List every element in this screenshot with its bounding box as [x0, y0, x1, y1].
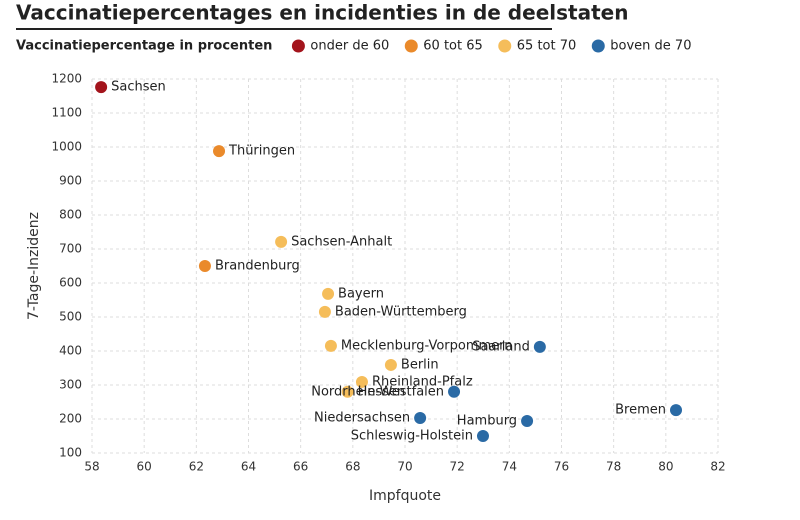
point: [355, 375, 368, 388]
chart-title: Vaccinatiepercentages en incidenties in …: [16, 1, 628, 25]
y-tick-label: 1100: [51, 106, 82, 120]
x-tick-label: 80: [658, 460, 673, 474]
point: [275, 235, 288, 248]
point-label: Sachsen-Anhalt: [291, 234, 392, 249]
legend-label: 60 tot 65: [423, 39, 483, 54]
point: [198, 260, 211, 272]
point: [95, 81, 108, 94]
x-tick-label: 78: [606, 460, 621, 474]
y-tick-label: 100: [59, 446, 82, 460]
x-tick-label: 82: [710, 460, 725, 474]
legend-title: Vaccinatiepercentage in procenten: [16, 39, 272, 54]
x-tick-label: 58: [84, 460, 99, 474]
x-axis-label: Impfquote: [369, 488, 441, 504]
x-tick-label: 60: [137, 460, 152, 474]
x-tick-label: 68: [345, 460, 360, 474]
legend-marker: [291, 39, 305, 53]
y-tick-label: 1200: [51, 72, 82, 86]
point: [521, 415, 534, 428]
point-label: Nordrhein-Westfalen: [311, 384, 444, 399]
x-tick-label: 62: [189, 460, 204, 474]
y-tick-label: 500: [59, 310, 82, 324]
point: [448, 385, 461, 398]
point-label: Thüringen: [228, 144, 295, 159]
y-tick-label: 700: [59, 242, 82, 256]
legend-marker: [404, 39, 418, 53]
y-tick-label: 1000: [51, 140, 82, 154]
x-tick-label: 74: [502, 460, 517, 474]
point: [318, 305, 331, 318]
y-tick-label: 200: [59, 412, 82, 426]
legend-label: 65 tot 70: [517, 39, 577, 54]
y-axis-label: 7-Tage-Inzidenz: [26, 212, 42, 320]
y-tick-label: 800: [59, 208, 82, 222]
x-tick-label: 76: [554, 460, 569, 474]
legend-marker: [498, 39, 512, 53]
point: [414, 411, 427, 424]
point-label: Saarland: [472, 339, 530, 354]
x-tick-label: 66: [293, 460, 308, 474]
point: [324, 339, 337, 352]
point-label: Baden-Württemberg: [335, 304, 467, 319]
point: [476, 430, 489, 442]
y-tick-label: 900: [59, 174, 82, 188]
point: [341, 385, 354, 398]
legend-label: boven de 70: [610, 39, 691, 54]
point: [670, 404, 683, 417]
point-label: Schleswig-Holstein: [351, 429, 473, 444]
point: [533, 340, 546, 353]
point-label: Brandenburg: [215, 259, 300, 274]
point-label: Bremen: [615, 403, 666, 418]
point: [322, 287, 335, 300]
x-tick-label: 72: [450, 460, 465, 474]
y-tick-label: 300: [59, 378, 82, 392]
legend-label: onder de 60: [310, 39, 389, 54]
point-label: Hamburg: [457, 414, 517, 429]
legend-marker: [591, 39, 605, 53]
point-label: Hessen: [358, 384, 406, 399]
point-label: Sachsen: [111, 80, 166, 95]
point-label: Rheinland-Pfalz: [372, 374, 473, 389]
point-label: Niedersachsen: [314, 410, 410, 425]
point: [213, 145, 226, 158]
x-tick-label: 64: [241, 460, 256, 474]
point: [384, 358, 397, 371]
y-tick-label: 400: [59, 344, 82, 358]
point-label: Berlin: [401, 357, 439, 372]
point-label: Mecklenburg-Vorpommern: [341, 338, 513, 353]
x-tick-label: 70: [397, 460, 412, 474]
point-label: Bayern: [338, 286, 384, 301]
y-tick-label: 600: [59, 276, 82, 290]
